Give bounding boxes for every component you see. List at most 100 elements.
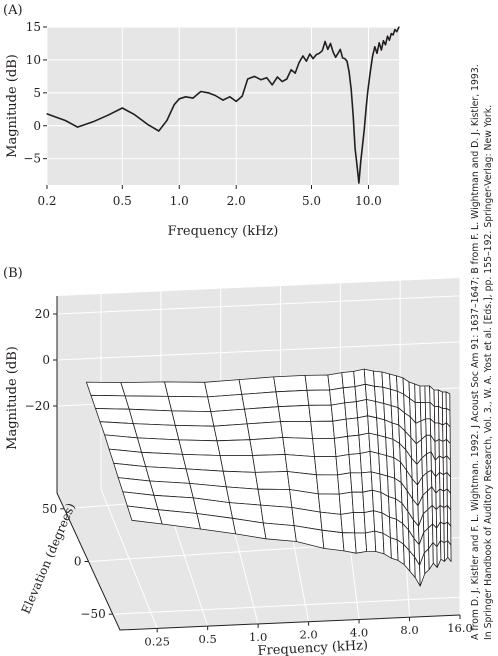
chart-b-surface-cell — [216, 439, 254, 456]
chart-a-data-point — [354, 148, 356, 150]
chart-b-surface-cell — [426, 451, 432, 473]
chart-b-surface-cell — [414, 402, 422, 424]
chart-a-series-points — [46, 26, 400, 184]
chart-a-data-point — [344, 58, 346, 60]
chart-a-data-point — [367, 92, 369, 94]
chart-b-surface-cell — [442, 438, 448, 459]
chart-a-data-point — [133, 114, 136, 116]
panel-b-label: (B) — [3, 266, 23, 281]
chart-b-surface-cell — [167, 395, 212, 413]
chart-a-data-point — [76, 126, 79, 128]
chart-b-surface-cell — [241, 391, 279, 410]
chart-a-data-point — [388, 39, 390, 41]
chart-b-surface-cell — [260, 504, 295, 526]
chart-b-surface-cell — [90, 394, 130, 410]
chart-a-data-point — [185, 96, 187, 98]
chart-b-axis-edges — [56, 296, 461, 631]
chart-b-surface-cell — [364, 383, 377, 402]
chart-b-surface-cell — [304, 374, 331, 391]
chart-b-surface-cell — [335, 454, 351, 476]
chart-a: 0.2 0.5 1.0 2.0 5.0 10.0 15 10 5 0 −5 Frequency (… — [5, 20, 400, 239]
chart-a-data-point — [305, 60, 307, 62]
chart-b-surface-cell — [132, 423, 180, 441]
chart-b-surface-cell — [438, 405, 444, 426]
chart-b-x-tick-label: 0.25 — [144, 634, 170, 648]
chart-b-surface-cell — [362, 489, 374, 513]
chart-a-data-point — [260, 79, 262, 81]
chart-a-data-point — [266, 77, 268, 79]
chart-a-y-tick-label: 0 — [33, 119, 41, 133]
chart-b-surface-cell — [439, 472, 445, 492]
chart-b-x-tick-label: 8.0 — [400, 623, 418, 637]
chart-a-data-point — [309, 53, 311, 55]
chart-b-surface-cell — [207, 393, 245, 413]
chart-a-data-point — [339, 48, 341, 51]
chart-b-z-tick-label: 20 — [35, 307, 50, 321]
chart-a-data-point — [247, 78, 249, 80]
chart-b-surface-cell — [314, 456, 339, 476]
credit-line-2: In Springer Handbook of Auditory Researc… — [482, 104, 494, 640]
chart-b-surface-cell — [249, 437, 286, 456]
chart-b-z-gridline — [56, 295, 461, 315]
chart-b-y-tick-label: 0 — [74, 555, 82, 569]
chart-a-data-point — [107, 114, 109, 116]
chart-a-data-point — [46, 113, 48, 115]
chart-a-data-point — [173, 104, 175, 106]
chart-a-data-point — [358, 182, 360, 184]
chart-b-surface-cell — [275, 389, 310, 408]
chart-b-x-axis-label: Frequency (kHz) — [257, 638, 368, 656]
chart-b-surface-cell — [389, 516, 398, 541]
chart-b-surface-cell — [389, 373, 398, 392]
chart-b-surface-cell — [174, 424, 218, 442]
chart-b-surface-cell — [332, 418, 349, 439]
chart-b-z-tick-label: −20 — [25, 399, 50, 413]
chart-a-data-point — [241, 95, 243, 97]
chart-b-x-tick-label: 4.0 — [350, 625, 368, 639]
chart-b-surface-cell — [354, 532, 368, 554]
chart-b-surface-cell — [351, 491, 365, 513]
chart-a-data-point — [298, 61, 300, 64]
chart-a-data-point — [361, 144, 364, 147]
chart-b-surface-cell — [348, 453, 362, 474]
chart-b-surface-cell — [438, 455, 444, 476]
chart-a-data-point — [392, 34, 394, 36]
chart-a-data-point — [350, 88, 352, 91]
chart-b-surface-cell — [382, 386, 392, 407]
chart-b-surface-cell — [219, 455, 256, 473]
chart-b-surface-cell — [344, 401, 359, 420]
chart-a-y-tick-label: 15 — [26, 20, 41, 34]
chart-a-data-point — [321, 50, 323, 52]
chart-b-surface-cell — [341, 370, 356, 389]
chart-b-surface-cell — [244, 406, 281, 425]
chart-a-data-point — [335, 56, 337, 58]
credit-line-1: A from D. J. Kistler and F. L. Wightman.… — [470, 64, 481, 640]
chart-a-data-point — [398, 26, 400, 28]
chart-a-data-point — [121, 107, 123, 109]
chart-b-surface-cell — [164, 381, 209, 398]
chart-b-surface-cell — [257, 488, 293, 508]
chart-a-data-point — [346, 60, 348, 62]
chart-a-y-tick-label: 10 — [26, 53, 41, 67]
chart-a-data-point — [222, 99, 224, 101]
chart-b-surface-cell — [340, 512, 356, 534]
chart-b-surface-cell — [120, 381, 169, 397]
chart-a-data-point — [286, 78, 288, 80]
chart-b-y-axis-label: Elevation (degrees) — [19, 501, 78, 616]
chart-b-x-tick-label: 0.5 — [199, 632, 217, 646]
chart-a-plot-area — [47, 27, 399, 185]
chart-b-surface-cell — [341, 532, 357, 554]
chart-b-z-gridline — [56, 341, 461, 361]
chart-a-data-point — [200, 90, 202, 93]
chart-b-surface-cell — [317, 493, 342, 515]
chart-a-gridlines — [46, 26, 399, 185]
chart-a-data-point — [315, 54, 317, 56]
chart-a-data-point — [147, 123, 149, 125]
chart-b-surface-cell — [419, 401, 427, 422]
chart-b-surface-cell — [280, 420, 314, 439]
chart-b-surface-cell — [381, 371, 391, 390]
chart-a-data-point — [271, 84, 273, 86]
chart-b-surface-cell — [178, 439, 221, 456]
chart-a-y-axis-label: Magnitude (dB) — [5, 54, 20, 158]
chart-b-surface-cell — [353, 368, 366, 388]
